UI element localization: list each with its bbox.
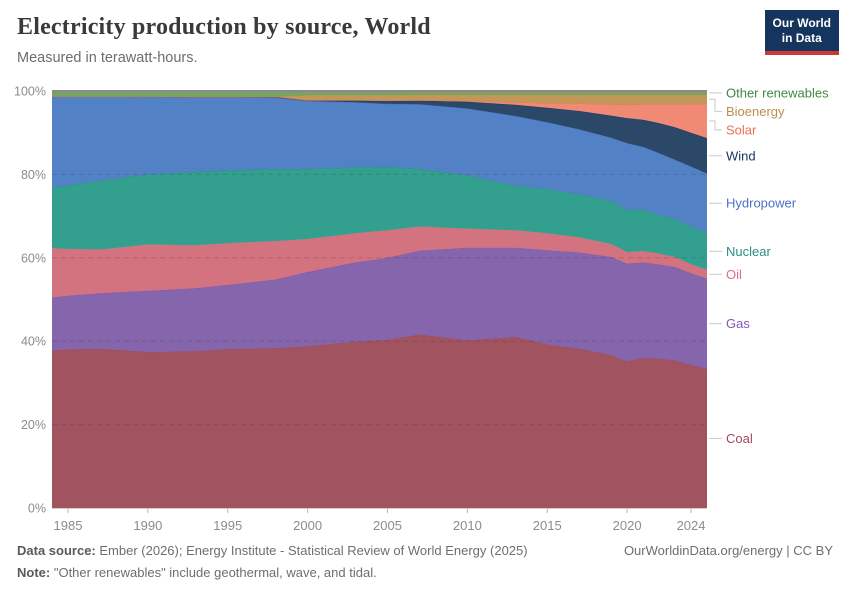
- area-solar[interactable]: [52, 96, 707, 139]
- area-other-renewables[interactable]: [52, 91, 707, 97]
- legend-label-coal[interactable]: Coal: [726, 431, 753, 446]
- legend-label-solar[interactable]: Solar: [726, 122, 757, 137]
- legend-label-other-renewables[interactable]: Other renewables: [726, 85, 829, 100]
- x-tick-label-2024: 2024: [677, 518, 706, 533]
- owid-url-link[interactable]: OurWorldinData.org/energy | CC BY: [623, 543, 833, 558]
- y-tick-label-60: 60%: [21, 251, 46, 265]
- x-tick-label-2005: 2005: [373, 518, 402, 533]
- data-source-line: Data source: Ember (2026); Energy Instit…: [17, 543, 528, 558]
- legend-label-wind[interactable]: Wind: [726, 148, 756, 163]
- x-tick-label-1995: 1995: [213, 518, 242, 533]
- data-source-text: Ember (2026); Energy Institute - Statist…: [99, 543, 528, 558]
- y-tick-label-20: 20%: [21, 418, 46, 432]
- area-gas[interactable]: [52, 247, 707, 369]
- page-title: Electricity production by source, World: [17, 14, 431, 40]
- x-tick-label-2015: 2015: [533, 518, 562, 533]
- owid-logo: Our World in Data: [764, 10, 839, 55]
- area-coal[interactable]: [52, 334, 707, 509]
- area-wind[interactable]: [52, 96, 707, 174]
- legend-label-bioenergy[interactable]: Bioenergy: [726, 104, 785, 119]
- y-tick-label-100: 100%: [14, 85, 46, 99]
- legend-label-nuclear[interactable]: Nuclear: [726, 244, 771, 259]
- x-tick-label-1990: 1990: [133, 518, 162, 533]
- x-tick-label-2000: 2000: [293, 518, 322, 533]
- legend-leader-bioenergy: [709, 98, 722, 112]
- legend-label-hydropower[interactable]: Hydropower: [726, 196, 797, 211]
- logo-line2: in Data: [781, 31, 822, 45]
- legend-label-oil[interactable]: Oil: [726, 267, 742, 282]
- data-source-label: Data source:: [17, 543, 96, 558]
- chart-subtitle: Measured in terawatt-hours.: [17, 50, 198, 66]
- note-label: Note:: [17, 565, 51, 580]
- legend-label-gas[interactable]: Gas: [726, 316, 750, 331]
- y-tick-label-80: 80%: [21, 168, 46, 182]
- note-text: "Other renewables" include geothermal, w…: [53, 565, 377, 580]
- x-tick-label-1985: 1985: [54, 518, 83, 533]
- x-tick-label-2020: 2020: [613, 518, 642, 533]
- y-tick-label-0: 0%: [28, 502, 46, 516]
- area-bioenergy[interactable]: [52, 94, 707, 105]
- stacked-area-chart: 0% 20% 40% 60% 80% 100% 1985 1990 1995 2000 2005 20…: [14, 85, 829, 534]
- legend-leader-solar: [709, 120, 722, 131]
- area-hydropower[interactable]: [52, 96, 707, 233]
- area-nuclear[interactable]: [52, 166, 707, 270]
- x-tick-label-2010: 2010: [453, 518, 482, 533]
- y-tick-label-40: 40%: [21, 335, 46, 349]
- chart-header: Electricity production by source, World …: [17, 10, 839, 66]
- logo-line1: Our World: [772, 16, 831, 30]
- chart-footer: Data source: Ember (2026); Energy Instit…: [17, 543, 833, 580]
